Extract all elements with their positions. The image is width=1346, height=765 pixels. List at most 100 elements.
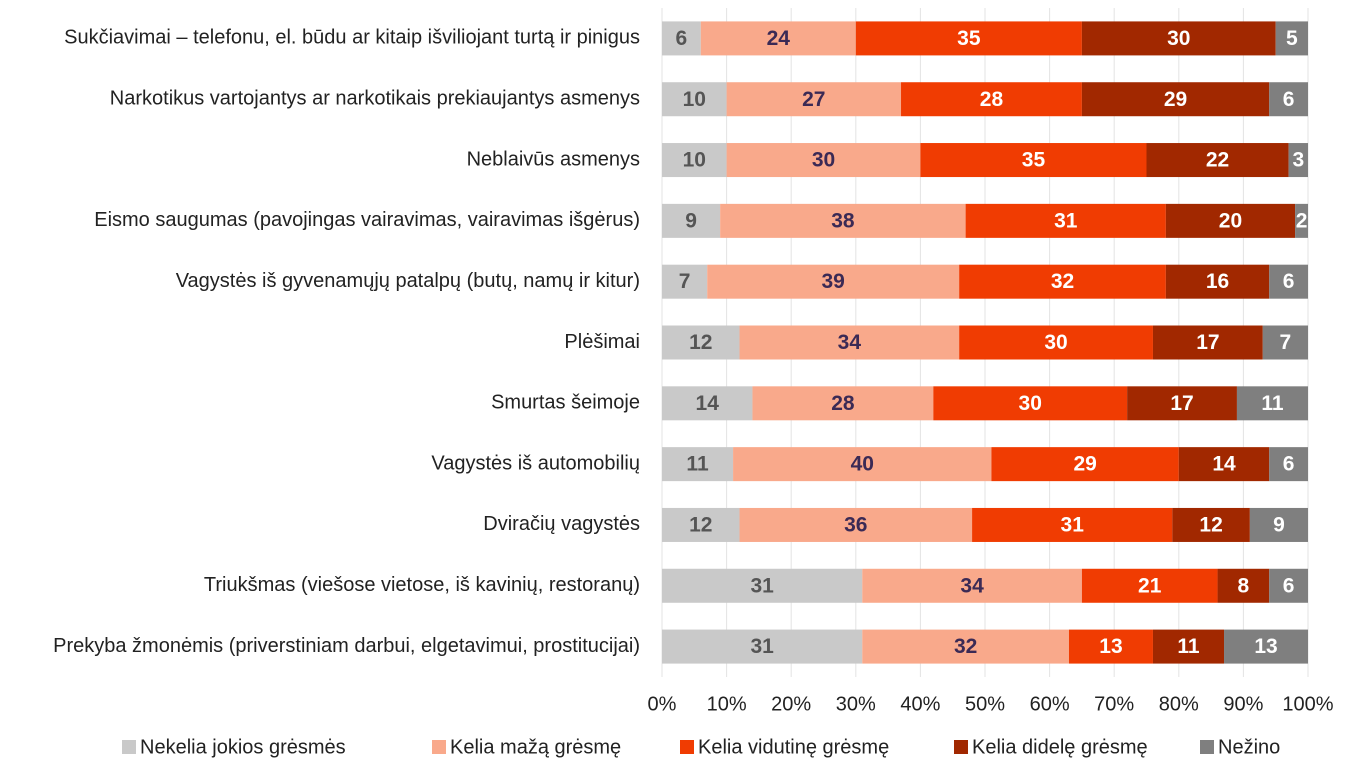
data-label: 10 xyxy=(683,149,706,172)
x-tick-label: 80% xyxy=(1159,693,1199,715)
data-label: 6 xyxy=(1283,88,1295,111)
legend-swatch xyxy=(680,740,694,754)
bar-segment xyxy=(662,264,708,299)
legend-label: Kelia didelę grėsmę xyxy=(972,736,1148,758)
data-label: 30 xyxy=(1019,392,1042,415)
data-label: 2 xyxy=(1296,209,1308,232)
bar-segment xyxy=(1165,203,1296,238)
data-label: 17 xyxy=(1196,331,1219,354)
bar-segment xyxy=(862,568,1082,603)
data-label: 12 xyxy=(689,514,712,537)
bar-segment xyxy=(662,568,863,603)
data-label: 13 xyxy=(1099,635,1122,658)
legend-swatch xyxy=(1200,740,1214,754)
data-label: 6 xyxy=(1283,574,1295,597)
data-label: 29 xyxy=(1073,453,1096,476)
data-label: 30 xyxy=(1167,27,1190,50)
bar-segment xyxy=(1295,203,1308,238)
x-tick-label: 50% xyxy=(965,693,1005,715)
category-label: Prekyba žmonėmis (priverstiniam darbui, … xyxy=(53,635,640,657)
data-label: 12 xyxy=(689,331,712,354)
data-label: 9 xyxy=(685,209,697,232)
data-label: 31 xyxy=(750,635,774,658)
data-label: 5 xyxy=(1286,27,1298,50)
legend-swatch xyxy=(122,740,136,754)
category-label: Neblaivūs asmenys xyxy=(467,148,640,170)
bar-segment xyxy=(1269,82,1308,117)
data-label: 11 xyxy=(686,453,709,476)
bar-segment xyxy=(726,143,921,178)
bar-segment xyxy=(1217,568,1270,603)
data-label: 13 xyxy=(1254,635,1277,658)
legend-label: Nekelia jokios grėsmės xyxy=(140,736,346,758)
data-label: 36 xyxy=(844,514,867,537)
category-label: Eismo saugumas (pavojingas vairavimas, v… xyxy=(94,209,640,231)
bar-segment xyxy=(1172,507,1250,542)
category-label: Plėšimai xyxy=(564,331,640,353)
data-label: 28 xyxy=(980,88,1004,111)
bar-segment xyxy=(1165,264,1270,299)
data-label: 14 xyxy=(696,392,720,415)
category-label: Dviračių vagystės xyxy=(483,513,640,535)
data-label: 11 xyxy=(1261,392,1284,415)
legend-label: Kelia mažą grėsmę xyxy=(450,736,621,758)
bar-segment xyxy=(662,143,727,178)
bar-segment xyxy=(662,82,727,117)
data-label: 6 xyxy=(676,27,688,50)
data-label: 14 xyxy=(1212,453,1236,476)
bar-segment xyxy=(1269,447,1308,482)
x-tick-label: 90% xyxy=(1223,693,1263,715)
data-label: 39 xyxy=(822,270,845,293)
x-tick-label: 60% xyxy=(1030,693,1070,715)
data-label: 10 xyxy=(683,88,706,111)
bar-segment xyxy=(1288,143,1308,178)
data-label: 30 xyxy=(812,149,835,172)
bar-segment xyxy=(733,447,992,482)
data-label: 6 xyxy=(1283,453,1295,476)
x-tick-label: 40% xyxy=(900,693,940,715)
data-label: 38 xyxy=(831,209,855,232)
legend-swatch xyxy=(432,740,446,754)
data-label: 9 xyxy=(1273,514,1285,537)
data-label: 11 xyxy=(1177,635,1200,658)
bar-segment xyxy=(726,82,902,117)
bar-segment xyxy=(662,325,740,360)
bar-segment xyxy=(662,447,734,482)
legend-label: Kelia vidutinę grėsmę xyxy=(698,736,889,758)
x-tick-label: 20% xyxy=(771,693,811,715)
bar-segment xyxy=(720,203,966,238)
data-label: 16 xyxy=(1206,270,1229,293)
data-label: 20 xyxy=(1219,209,1242,232)
bar-segment xyxy=(739,325,960,360)
data-label: 34 xyxy=(838,331,862,354)
bar-segment xyxy=(662,629,863,664)
bar-segment xyxy=(965,203,1166,238)
bar-segment xyxy=(1269,568,1308,603)
bar-segment xyxy=(959,264,1166,299)
data-label: 12 xyxy=(1199,514,1222,537)
bar-segment xyxy=(933,386,1128,421)
bar-segment xyxy=(972,507,1173,542)
data-label: 24 xyxy=(767,27,791,50)
category-label: Narkotikus vartojantys ar narkotikais pr… xyxy=(110,88,640,110)
bar-segment xyxy=(662,21,701,56)
category-label: Triukšmas (viešose vietose, iš kavinių, … xyxy=(204,574,640,596)
bar-segment xyxy=(739,507,973,542)
bar-segment xyxy=(1224,629,1308,664)
data-label: 7 xyxy=(679,270,691,293)
bar-segment xyxy=(1249,507,1308,542)
bar-segment xyxy=(1146,143,1289,178)
bar-segment xyxy=(700,21,856,56)
data-label: 28 xyxy=(831,392,855,415)
bar-segment xyxy=(1269,264,1308,299)
data-label: 7 xyxy=(1280,331,1292,354)
x-tick-label: 0% xyxy=(648,693,677,715)
data-label: 35 xyxy=(957,27,981,50)
data-label: 32 xyxy=(954,635,977,658)
bar-segment xyxy=(707,264,960,299)
bar-segment xyxy=(901,82,1082,117)
x-tick-label: 100% xyxy=(1282,693,1333,715)
bar-segment xyxy=(662,386,753,421)
x-tick-label: 10% xyxy=(707,693,747,715)
